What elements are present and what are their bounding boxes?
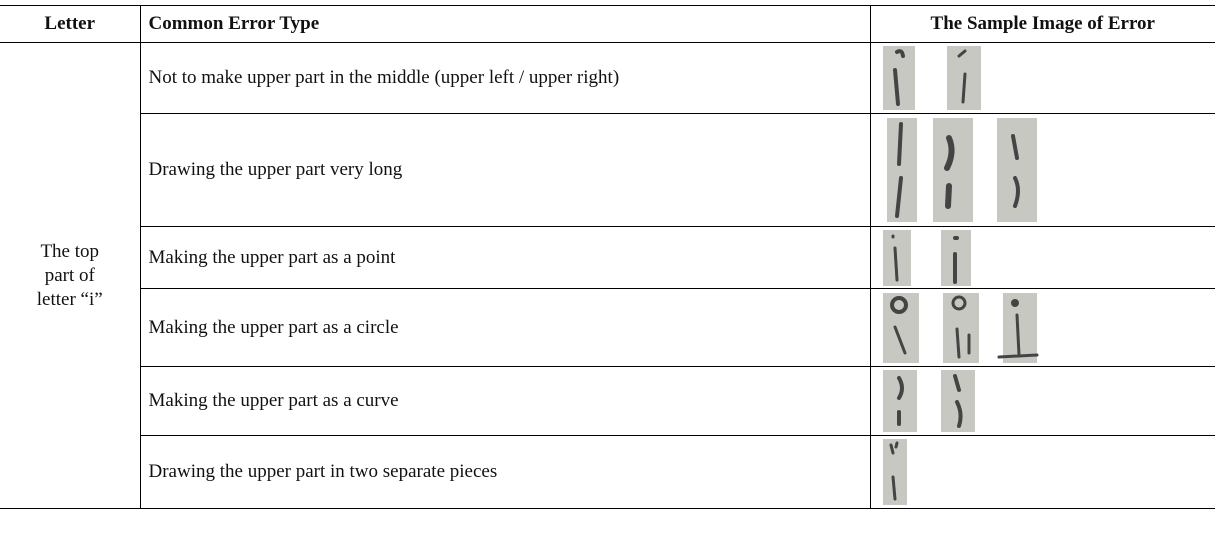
error-table: Letter Common Error Type The Sample Imag… — [0, 5, 1215, 509]
error-cell: Drawing the upper part very long — [139, 113, 870, 227]
sample-image — [886, 118, 1037, 222]
image-cell — [869, 435, 1215, 509]
error-cell: Drawing the upper part in two separate p… — [139, 435, 870, 509]
image-cell — [869, 366, 1215, 436]
row: Making the upper part as a circle — [0, 288, 1215, 367]
row: Drawing the upper part in two separate p… — [0, 435, 1215, 509]
row: Making the upper part as a curve — [0, 366, 1215, 436]
sample-image — [882, 292, 1038, 363]
sample-image — [882, 229, 971, 286]
letter-text: The top part of letter “i” — [36, 240, 103, 310]
error-cell: Making the upper part as a curve — [139, 366, 870, 436]
header-cell: Letter — [0, 5, 140, 43]
image-cell — [869, 113, 1215, 227]
row: The top part of letter “i” Not to make u… — [0, 42, 1215, 509]
image-cell — [869, 42, 1215, 114]
error-cell: Not to make upper part in the middle (up… — [139, 42, 870, 114]
image-cell — [869, 226, 1215, 289]
header-cell: Common Error Type — [139, 5, 870, 43]
row: Drawing the upper part very long — [0, 113, 1215, 227]
letter-cell: The top part of letter “i” — [0, 42, 140, 509]
sample-image — [882, 46, 981, 110]
image-cell — [869, 288, 1215, 367]
error-cell: Making the upper part as a circle — [139, 288, 870, 367]
error-cell: Making the upper part as a point — [139, 226, 870, 289]
sample-image — [882, 370, 975, 432]
sample-image — [882, 439, 907, 505]
header-cell: The Sample Image of Error — [869, 5, 1215, 43]
header-row: Letter Common Error Type The Sample Imag… — [0, 5, 1215, 43]
row: Making the upper part as a point — [0, 226, 1215, 289]
